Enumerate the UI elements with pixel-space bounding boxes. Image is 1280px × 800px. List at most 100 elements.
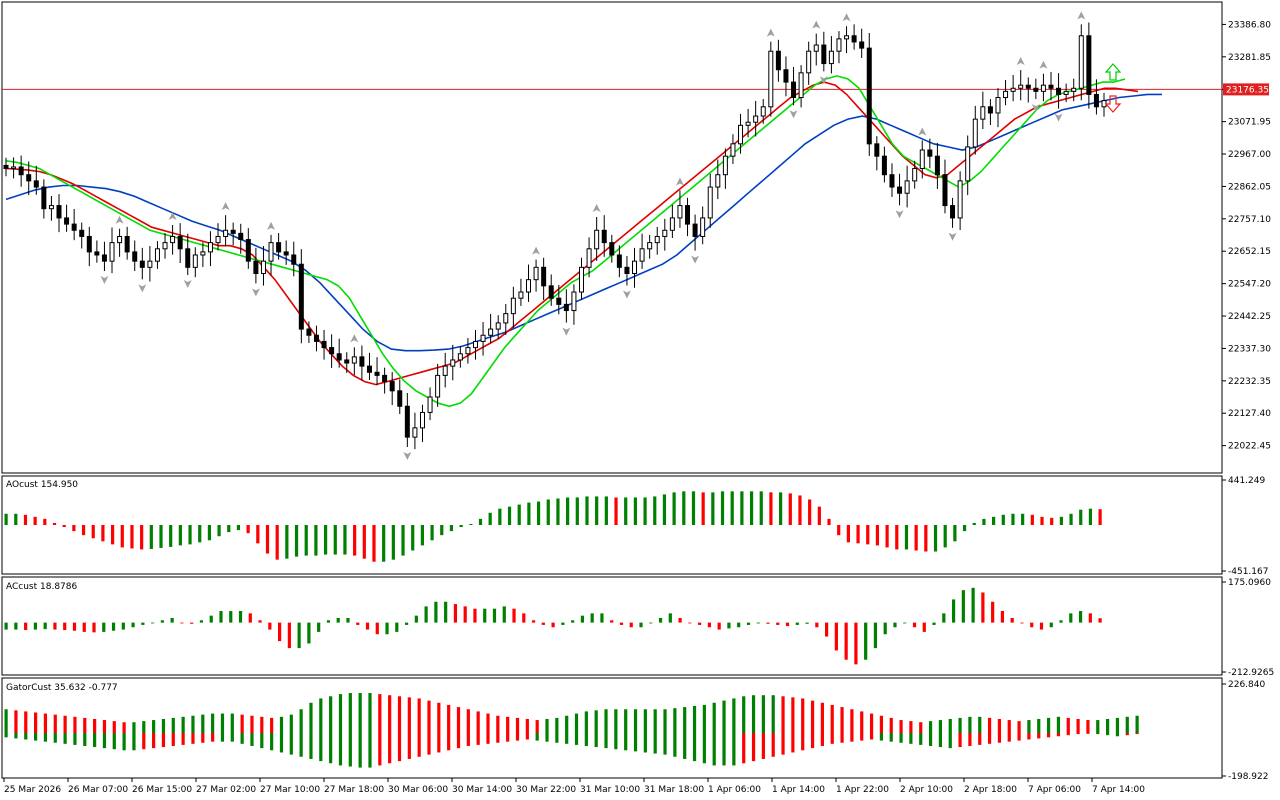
gator-upper-bar [762,695,765,733]
gator-lower-bar [349,733,352,766]
histogram-bar [34,517,37,525]
histogram-bar [614,497,617,525]
gator-upper-bar [496,716,499,733]
gator-upper-bar [791,697,794,733]
histogram-bar [489,513,492,525]
bear-candle-body [133,252,137,261]
gator-lower-bar [142,733,145,749]
histogram-bar [82,525,85,535]
bull-candle-body [451,360,455,366]
gator-lower-bar [604,733,607,748]
gator-upper-bar [172,718,175,733]
gator-upper-bar [231,714,234,733]
histogram-bar [190,623,193,624]
histogram-bar [512,609,515,623]
ao-label: AOcust 154.950 [6,480,78,490]
histogram-bar [237,525,240,530]
histogram-bar [346,618,349,623]
gator-lower-bar [447,733,450,750]
gator-upper-bar [44,714,47,733]
ac-panel[interactable]: ACcust 18.8786 [2,577,1222,675]
bear-candle-body [239,233,243,239]
histogram-bar [73,623,76,631]
histogram-bar [1099,509,1102,525]
histogram-bar [630,623,633,628]
gator-upper-bar [1047,718,1050,733]
histogram-bar [343,525,346,555]
gator-upper-bar [221,714,224,733]
gator-upper-bar [270,718,273,733]
histogram-bar [934,525,937,552]
histogram-bar [208,525,211,540]
histogram-bar [356,623,359,625]
gator-lower-bar [496,733,499,743]
histogram-bar [532,620,535,622]
gator-upper-bar [1116,718,1119,733]
time-tick-label: 7 Apr 06:00 [1028,785,1081,795]
price-tick-label: 23281.85 [1228,53,1271,63]
bull-candle-body [648,243,652,249]
histogram-bar [639,623,642,628]
histogram-bar [334,525,337,555]
gator-upper-bar [73,717,76,733]
gator-lower-bar [1047,733,1050,737]
histogram-bar [1040,517,1043,525]
histogram-bar [5,514,8,525]
time-tick-label: 31 Mar 10:00 [580,785,640,795]
bull-candle-body [208,243,212,252]
gator-lower-bar [418,733,421,757]
gator-lower-bar [752,733,755,761]
gator-lower-bar [1096,733,1099,734]
gator-upper-bar [742,696,745,733]
bear-candle-body [882,156,886,175]
price-tick-label: 22862.05 [1228,182,1271,192]
gator-upper-bar [1136,716,1139,733]
histogram-bar [1050,623,1053,628]
histogram-bar [24,515,27,525]
bull-candle-body [171,236,175,242]
gator-upper-bar [339,694,342,733]
gator-upper-bar [555,718,558,733]
histogram-bar [737,623,740,628]
bear-candle-body [65,218,69,224]
histogram-bar [43,519,46,525]
price-panel[interactable] [2,2,1222,473]
histogram-bar [688,623,691,624]
bear-candle-body [383,375,387,381]
gator-upper-bar [614,709,617,733]
gator-upper-bar [142,721,145,733]
gator-upper-bar [368,693,371,733]
bear-candle-body [87,236,91,251]
gator-lower-bar [1027,733,1030,739]
histogram-bar [464,606,467,622]
bear-candle-body [390,382,394,391]
gator-upper-bar [408,697,411,733]
bear-candle-body [1049,85,1053,88]
histogram-bar [886,525,889,547]
gator-lower-bar [309,733,312,759]
histogram-bar [903,623,906,624]
bull-candle-body [716,175,720,187]
histogram-bar [962,590,965,622]
bear-candle-body [935,156,939,175]
price-tick-label: 22232.35 [1228,377,1271,387]
bull-candle-body [1072,88,1076,91]
bull-candle-body [701,218,705,237]
histogram-bar [288,623,291,649]
histogram-bar [217,525,220,536]
bear-candle-body [186,249,190,268]
histogram-bar [856,525,859,543]
bear-candle-body [867,48,871,144]
gator-panel[interactable]: GatorCust 35.632 -0.777 [2,678,1222,778]
histogram-bar [1050,518,1053,525]
bull-candle-body [913,169,917,181]
histogram-bar [1011,514,1014,525]
gator-lower-bar [250,733,253,746]
gator-upper-bar [398,696,401,733]
bull-candle-body [504,314,508,323]
histogram-bar [518,505,521,525]
gator-lower-bar [408,733,411,759]
gator-lower-bar [732,733,735,765]
ao-panel[interactable]: AOcust 154.950 [2,476,1222,574]
